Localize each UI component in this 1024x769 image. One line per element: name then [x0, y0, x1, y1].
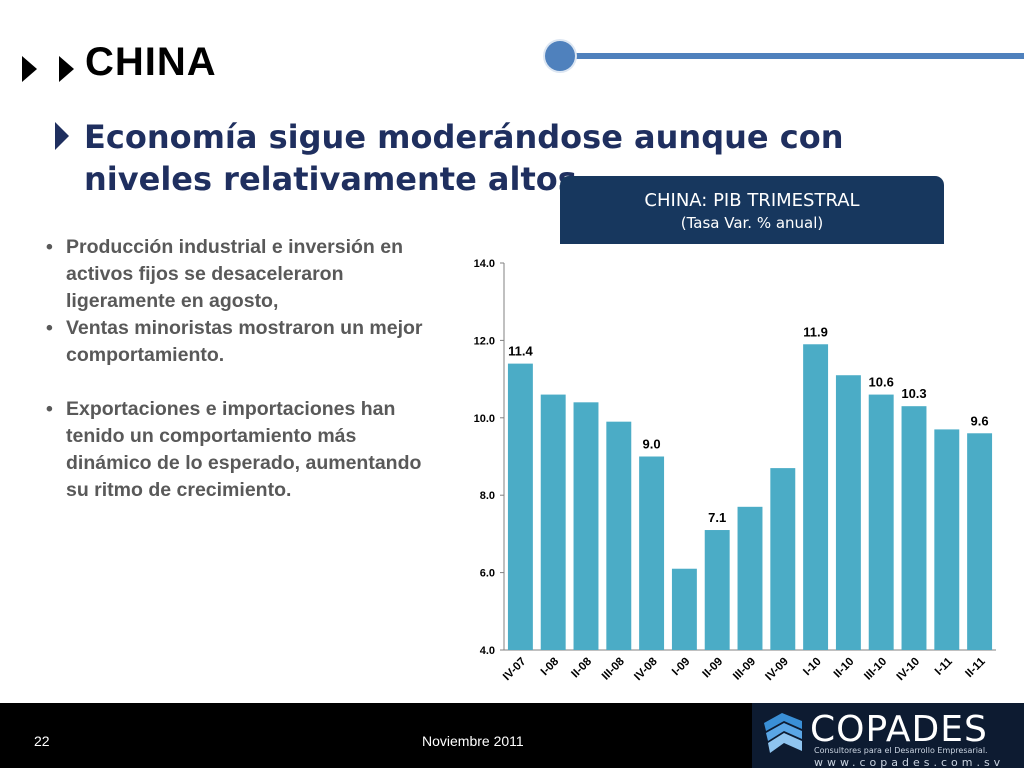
- title-bullet-icons: [22, 52, 78, 86]
- bar: [835, 375, 861, 650]
- x-tick-label: II-10: [832, 656, 857, 681]
- x-tick-label: II-11: [963, 655, 988, 680]
- data-label: 9.0: [643, 437, 661, 452]
- x-tick-label: II-08: [569, 655, 594, 680]
- chart-title-box: CHINA: PIB TRIMESTRAL (Tasa Var. % anual…: [560, 176, 944, 244]
- triangle-bullet-icon: [59, 56, 74, 82]
- subtitle-bullet-icon: [55, 122, 69, 150]
- bar: [934, 429, 960, 650]
- bar: [704, 530, 730, 650]
- bar: [671, 568, 697, 650]
- logo-mark-icon: [764, 713, 802, 753]
- data-label: 11.9: [803, 324, 828, 339]
- x-tick-label: II-09: [701, 656, 726, 681]
- y-tick-label: 10.0: [474, 413, 495, 425]
- y-tick-label: 4.0: [480, 645, 495, 657]
- bar: [507, 363, 533, 650]
- y-tick-label: 8.0: [480, 490, 495, 502]
- data-label: 7.1: [708, 510, 726, 525]
- bullet-list: • Producción industrial e inversión en ac…: [46, 234, 438, 504]
- bullet-dot: •: [46, 236, 53, 258]
- logo-tagline: Consultores para el Desarrollo Empresari…: [814, 746, 988, 755]
- bar: [540, 394, 566, 650]
- x-tick-label: IV-10: [895, 656, 922, 683]
- bar: [639, 456, 665, 650]
- bar: [770, 468, 796, 650]
- footer-bar: 22 Noviembre 2011 COPADES Consultores pa…: [0, 703, 1024, 769]
- bullet-text: Exportaciones e importaciones han tenido…: [66, 398, 422, 501]
- data-label: 9.6: [971, 413, 989, 428]
- slide-subtitle: Economía sigue moderándose aunque con ni…: [84, 118, 844, 198]
- x-tick-label: I-10: [801, 656, 824, 679]
- data-label: 11.4: [508, 344, 533, 359]
- bullet-text: Ventas minoristas mostraron un mejor com…: [66, 317, 423, 366]
- bullet-item: • Producción industrial e inversión en ac…: [46, 234, 438, 315]
- bar: [901, 406, 927, 650]
- copades-logo: COPADES Consultores para el Desarrollo E…: [752, 703, 1024, 769]
- x-tick-label: IV-09: [763, 656, 790, 683]
- data-label: 10.3: [901, 386, 926, 401]
- bullet-dot: •: [46, 317, 53, 339]
- x-tick-label: I-08: [539, 655, 562, 678]
- bullet-item: • Exportaciones e importaciones han tenid…: [46, 396, 438, 504]
- bar: [967, 433, 993, 650]
- chart-subtitle: (Tasa Var. % anual): [680, 214, 824, 232]
- y-tick-label: 6.0: [480, 568, 495, 580]
- bar: [606, 421, 632, 650]
- logo-name: COPADES: [810, 709, 988, 750]
- bar: [737, 506, 763, 650]
- bullet-item: • Ventas minoristas mostraron un mejor co…: [46, 315, 438, 369]
- x-tick-label: IV-08: [632, 655, 660, 683]
- gdp-bar-chart: 4.06.08.010.012.014.011.4IV-07 I-08 II-08 I…: [474, 258, 996, 683]
- triangle-bullet-icon: [22, 56, 37, 82]
- bar: [868, 394, 894, 650]
- x-tick-label: III-08: [600, 655, 627, 682]
- data-label: 10.6: [869, 375, 894, 390]
- logo-website: www.copades.com.sv: [814, 756, 1005, 769]
- footer-date: Noviembre 2011: [422, 733, 524, 749]
- y-tick-label: 14.0: [474, 258, 495, 270]
- x-tick-label: III-09: [731, 656, 758, 683]
- decorative-dot: [545, 41, 575, 71]
- bullet-dot: •: [46, 398, 53, 420]
- x-tick-label: III-10: [862, 656, 889, 683]
- bullet-text: Producción industrial e inversión en act…: [66, 236, 403, 312]
- x-tick-label: IV-07: [501, 656, 528, 683]
- y-tick-label: 12.0: [474, 335, 495, 347]
- chart-title: CHINA: PIB TRIMESTRAL: [644, 190, 860, 211]
- x-tick-label: I-11: [933, 655, 955, 677]
- page-number: 22: [34, 733, 50, 749]
- page-title: CHINA: [85, 40, 217, 84]
- decorative-line: [560, 53, 1024, 59]
- bar: [803, 344, 829, 650]
- bar: [573, 402, 599, 650]
- x-tick-label: I-09: [670, 656, 693, 679]
